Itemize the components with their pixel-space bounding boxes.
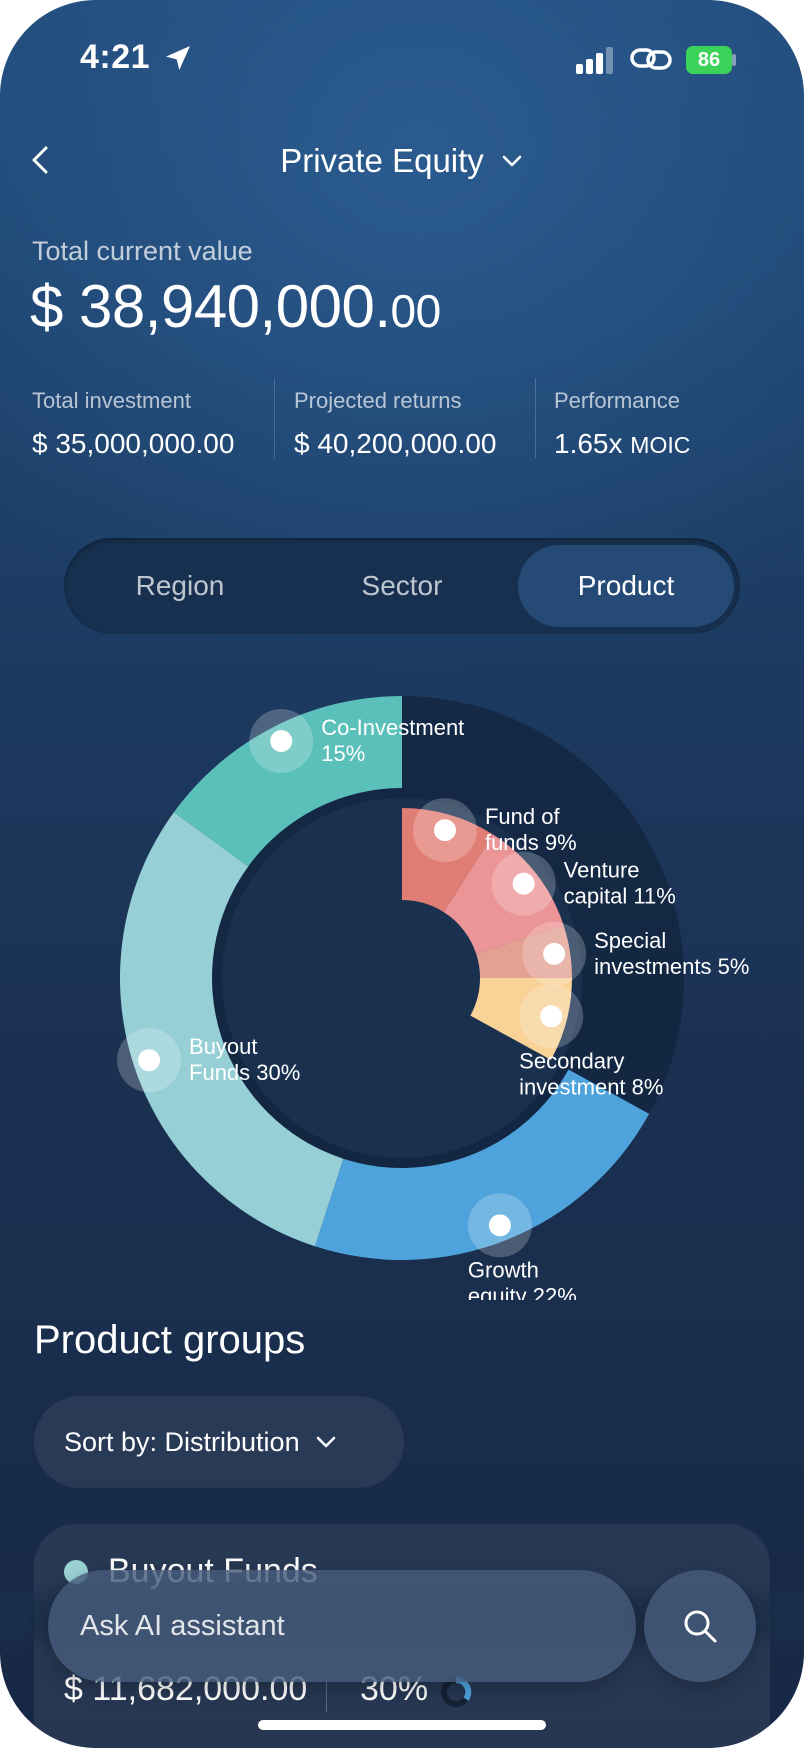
- chart-label: Venture capital 11%: [564, 858, 676, 909]
- chart-label-line: Venture: [564, 858, 640, 883]
- chart-label: Special investments 5%: [594, 928, 749, 979]
- search-icon: [684, 1610, 717, 1643]
- ai-assistant-input[interactable]: Ask AI assistant: [48, 1570, 636, 1682]
- chart-label-line: investment 8%: [519, 1074, 663, 1099]
- chart-marker: [488, 1214, 511, 1237]
- chart-slice-buyout-funds: [119, 812, 344, 1247]
- chart-label-line: Buyout: [189, 1034, 258, 1059]
- tab-product[interactable]: Product: [518, 545, 734, 627]
- stat-total-investment: Total investment $ 35,000,000.00: [32, 388, 234, 460]
- tab-sector[interactable]: Sector: [361, 570, 443, 601]
- portfolio-selector[interactable]: Private Equity: [0, 138, 804, 184]
- total-value-decimals: 00: [390, 285, 442, 337]
- stat-divider: [535, 378, 536, 458]
- chart-slice-fund-of-funds: [402, 808, 494, 913]
- chart-label-line: Special: [594, 928, 666, 953]
- stat-projected-returns: Projected returns $ 40,200,000.00: [294, 388, 496, 460]
- total-value-main: $ 38,940,000.: [30, 273, 391, 340]
- moic-value: 1.65x: [554, 428, 623, 459]
- stat-performance: Performance 1.65x MOIC: [554, 388, 690, 460]
- home-indicator: [258, 1720, 546, 1730]
- distribution-donut-chart: Fund of funds 9%Venture capital 11%Special…: [117, 696, 749, 1300]
- chart-marker: [433, 819, 456, 842]
- chart-slice-special-investments: [476, 925, 572, 978]
- chart-label-line: funds 9%: [485, 830, 577, 855]
- chevron-down-icon: [502, 155, 522, 167]
- chart-slice-secondary-investment: [470, 978, 572, 1060]
- chart-label-line: Fund of: [485, 804, 560, 829]
- chart-marker: [270, 729, 293, 752]
- total-value-label: Total current value: [32, 236, 253, 266]
- stat-value: 1.65x MOIC: [554, 428, 690, 460]
- chart-slice-co-investment: [173, 696, 402, 867]
- ai-assistant-placeholder: Ask AI assistant: [80, 1609, 285, 1642]
- sort-dropdown[interactable]: Sort by: Distribution: [34, 1396, 404, 1488]
- battery-indicator: 86: [686, 46, 732, 74]
- tab-region[interactable]: Region: [135, 570, 225, 601]
- chevron-down-icon: [316, 1436, 335, 1448]
- stat-value: $ 40,200,000.00: [294, 428, 497, 459]
- chart-label: Buyout Funds 30%: [189, 1034, 300, 1085]
- search-button[interactable]: [644, 1570, 756, 1682]
- chart-label-line: Funds 30%: [189, 1060, 300, 1085]
- chart-label: Secondary investment 8%: [519, 1048, 663, 1099]
- chart-marker: [512, 872, 535, 895]
- chart-label: Co-Investment 15%: [321, 715, 464, 766]
- stat-label: Total investment: [32, 388, 191, 413]
- sort-label: Sort by: Distribution: [64, 1426, 300, 1457]
- stat-divider: [274, 378, 275, 458]
- total-value: $ 38,940,000.00: [30, 272, 441, 341]
- chart-marker: [540, 1005, 563, 1028]
- chart-label-line: 15%: [321, 741, 365, 766]
- chart-marker: [138, 1049, 161, 1072]
- chart-label-line: capital 11%: [564, 884, 676, 909]
- chart-label-line: Co-Investment: [321, 715, 464, 740]
- chart-marker: [543, 942, 566, 965]
- chart-slice-growth-equity: [314, 1069, 650, 1260]
- location-arrow-icon: [166, 46, 190, 70]
- cellular-signal-icon: [576, 47, 613, 74]
- stat-label: Performance: [554, 388, 680, 413]
- battery-nub: [732, 54, 736, 66]
- chart-label-line: equity 22%: [468, 1283, 577, 1300]
- chart-label-line: investments 5%: [594, 954, 749, 979]
- section-title: Product groups: [34, 1318, 306, 1362]
- stat-value: $ 35,000,000.00: [32, 428, 235, 459]
- stat-label: Projected returns: [294, 388, 462, 413]
- chart-label: Growth equity 22%: [468, 1257, 577, 1300]
- chart-label-line: Growth: [468, 1257, 539, 1282]
- page-title: Private Equity: [280, 142, 484, 179]
- chart-label: Fund of funds 9%: [485, 804, 577, 855]
- chart-slice-venture-capital: [443, 834, 564, 954]
- status-time: 4:21: [80, 38, 151, 76]
- chart-label-line: Secondary: [519, 1048, 624, 1073]
- group-divider: [326, 1678, 327, 1712]
- link-icon: [630, 48, 672, 70]
- moic-unit: MOIC: [630, 432, 691, 458]
- back-chevron-icon[interactable]: [28, 140, 52, 180]
